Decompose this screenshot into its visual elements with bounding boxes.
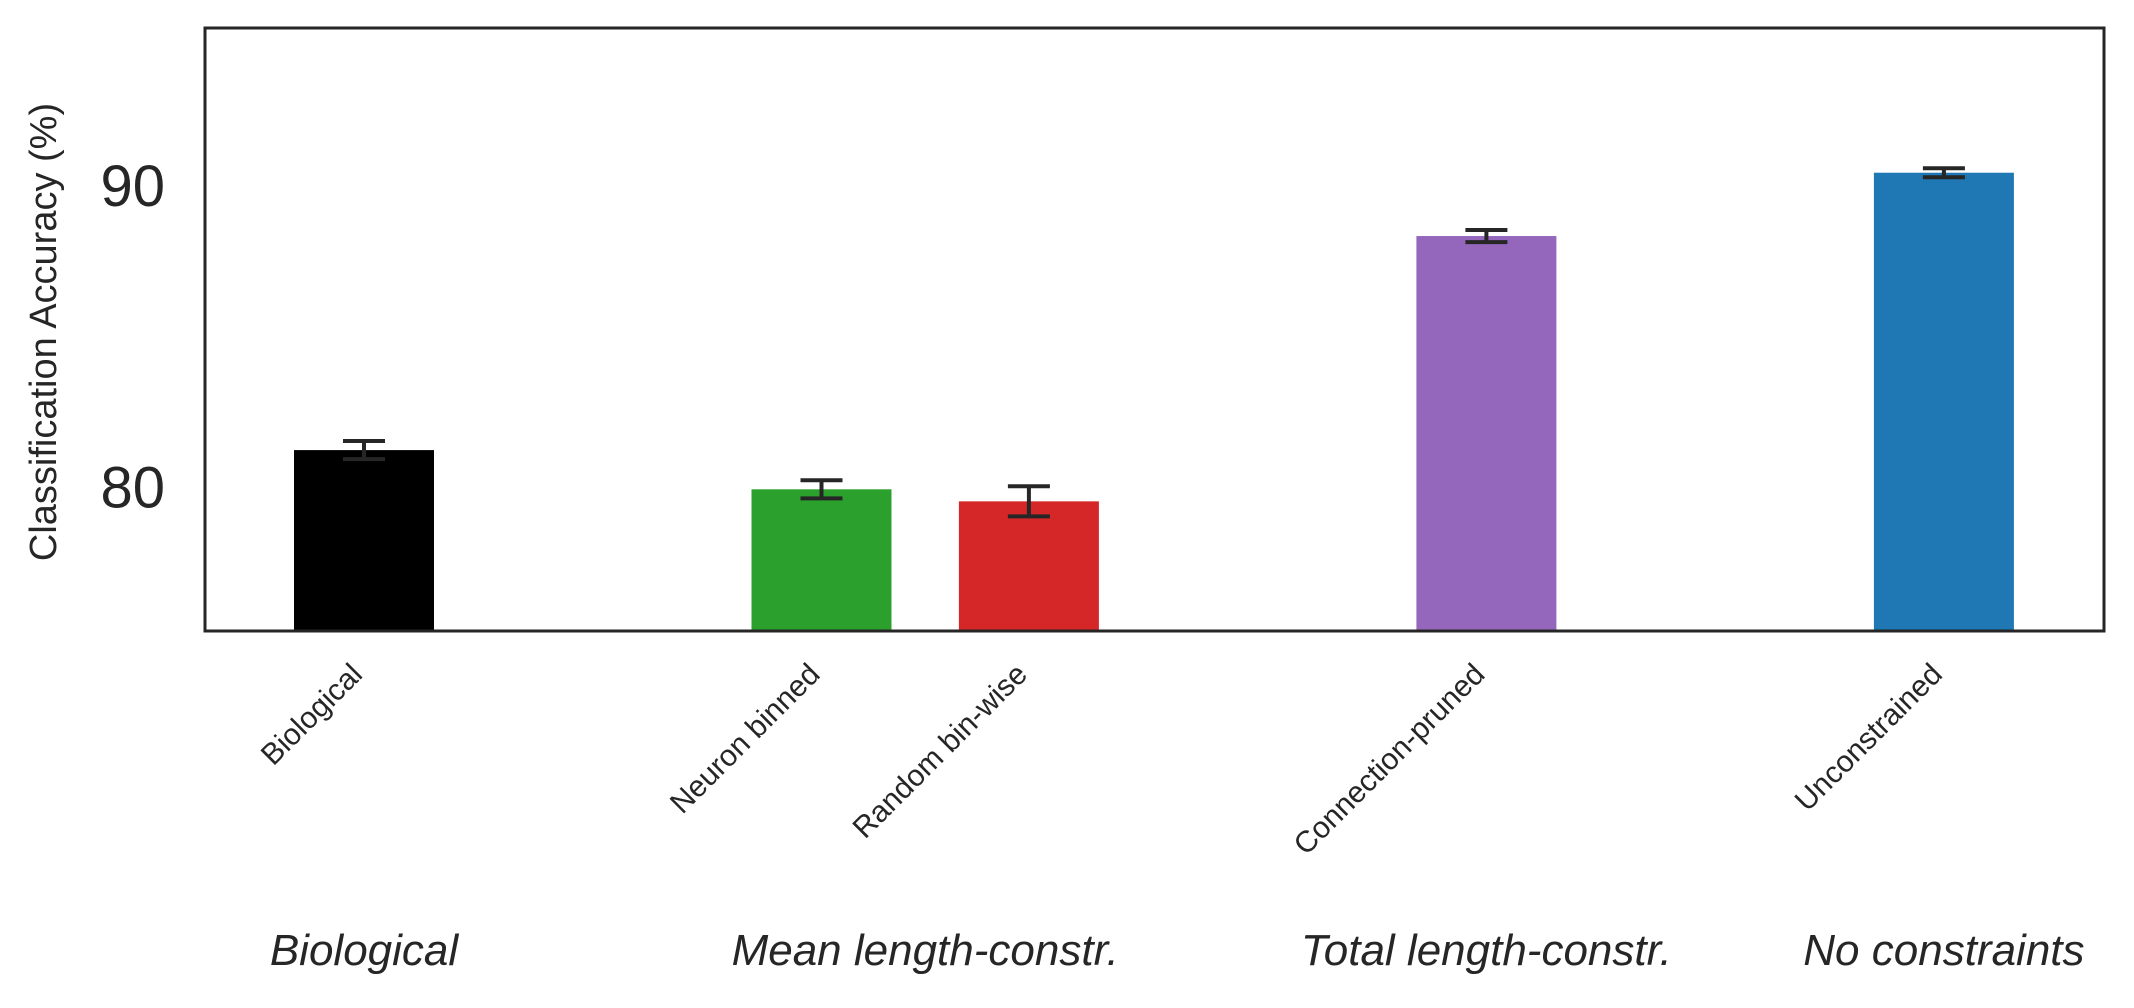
group-label: Biological: [270, 926, 460, 975]
bar: [958, 501, 1099, 631]
x-tick-label: Unconstrained: [1789, 658, 1949, 818]
bar: [751, 489, 892, 631]
bar: [294, 450, 434, 631]
group-label: Mean length-constr.: [732, 926, 1119, 975]
plot-frame: [203, 26, 2106, 633]
y-tick-label: 80: [100, 455, 165, 520]
x-tick-label: Connection-pruned: [1288, 658, 1492, 862]
error-bar: [1922, 166, 1965, 180]
error-bar: [1007, 484, 1050, 519]
x-tick-label: Random bin-wise: [847, 658, 1034, 845]
error-bar: [1465, 228, 1508, 245]
error-bar: [343, 439, 385, 462]
group-label: Total length-constr.: [1301, 926, 1672, 975]
y-tick-label: 90: [100, 154, 165, 219]
error-bar: [800, 478, 843, 501]
group-label: No constraints: [1803, 926, 2084, 975]
bar: [1416, 236, 1557, 631]
bar: [1873, 172, 2014, 631]
x-tick-label: Neuron binned: [664, 658, 827, 821]
x-tick-label: Biological: [255, 658, 369, 772]
y-axis-label: Classification Accuracy (%): [23, 103, 65, 561]
